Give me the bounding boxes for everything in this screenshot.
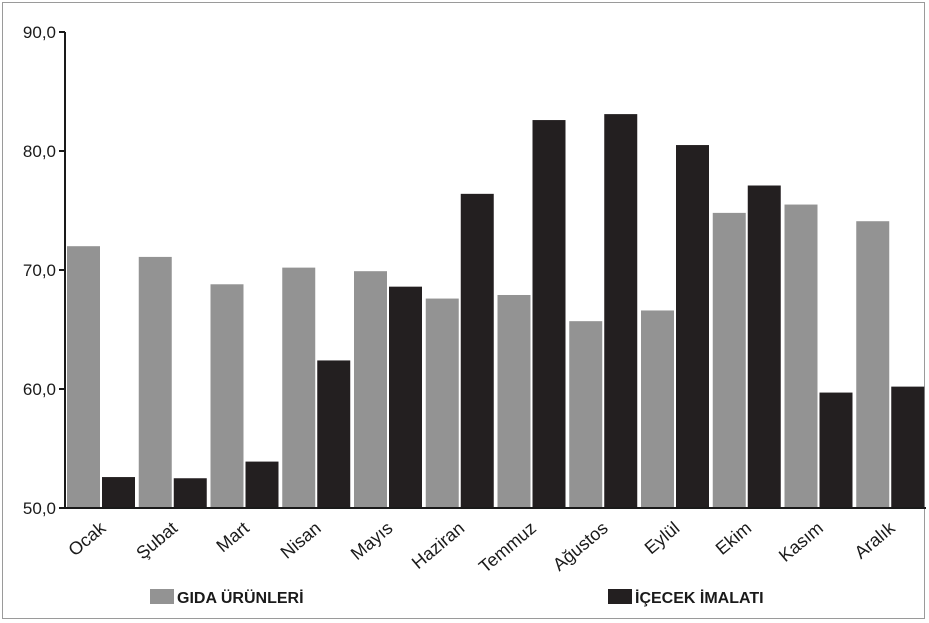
legend-label: GIDA ÜRÜNLERİ bbox=[177, 588, 304, 607]
y-axis: 90,0 80,0 70,0 60,0 50,0 bbox=[23, 23, 66, 518]
bar-gida-1 bbox=[138, 256, 172, 508]
x-tick-label: Eylül bbox=[641, 518, 684, 558]
x-tick-label: Ağustos bbox=[549, 518, 612, 575]
bar-icecek-4 bbox=[389, 286, 422, 508]
bar-gida-2 bbox=[210, 284, 244, 508]
bar-gida-6 bbox=[497, 294, 531, 508]
bar-icecek-5 bbox=[460, 193, 494, 508]
legend-swatch bbox=[608, 589, 632, 604]
bar-gida-9 bbox=[712, 212, 746, 508]
bar-gida-10 bbox=[784, 204, 818, 509]
y-tick-label: 60,0 bbox=[23, 380, 56, 399]
x-tick-label: Şubat bbox=[132, 518, 181, 564]
legend-swatch bbox=[150, 589, 174, 604]
bar-gida-7 bbox=[569, 321, 603, 508]
bar-icecek-7 bbox=[604, 114, 638, 509]
legend-label: İÇECEK İMALATI bbox=[635, 589, 764, 607]
y-tick-label: 50,0 bbox=[23, 499, 56, 518]
bar-gida-5 bbox=[425, 298, 459, 508]
x-tick-label: Kasım bbox=[775, 518, 827, 566]
bar-icecek-9 bbox=[747, 185, 781, 508]
y-tick-label: 80,0 bbox=[23, 142, 56, 161]
bar-icecek-10 bbox=[819, 392, 853, 508]
bar-icecek-6 bbox=[532, 120, 566, 508]
bar-icecek-0 bbox=[102, 477, 135, 508]
x-tick-label: Mart bbox=[213, 518, 253, 556]
bar-gida-4 bbox=[354, 271, 387, 508]
legend: GIDA ÜRÜNLERİ İÇECEK İMALATI bbox=[150, 588, 764, 607]
x-tick-label: Nisan bbox=[277, 518, 325, 563]
bar-gida-3 bbox=[282, 267, 316, 508]
bar-icecek-3 bbox=[317, 360, 351, 508]
y-tick-label: 70,0 bbox=[23, 261, 56, 280]
x-tick-label: Mayıs bbox=[347, 518, 397, 564]
x-tick-label: Aralık bbox=[851, 517, 900, 563]
x-tick-label: Ekim bbox=[712, 518, 755, 559]
x-tick-label: Temmuz bbox=[475, 518, 540, 577]
bar-icecek-8 bbox=[676, 145, 709, 509]
bar-gida-11 bbox=[856, 221, 890, 508]
x-tick-label: Ocak bbox=[64, 517, 110, 560]
bars bbox=[67, 114, 925, 509]
bar-icecek-11 bbox=[891, 386, 925, 508]
bar-icecek-1 bbox=[173, 478, 207, 508]
bar-gida-8 bbox=[641, 310, 674, 508]
x-tick-label: Haziran bbox=[408, 518, 468, 573]
y-tick-label: 90,0 bbox=[23, 23, 56, 42]
x-axis: Ocak Şubat Mart Nisan Mayıs Haziran Temmuz Ağus… bbox=[64, 507, 926, 577]
bar-icecek-2 bbox=[245, 461, 279, 508]
bar-gida-0 bbox=[67, 246, 100, 508]
